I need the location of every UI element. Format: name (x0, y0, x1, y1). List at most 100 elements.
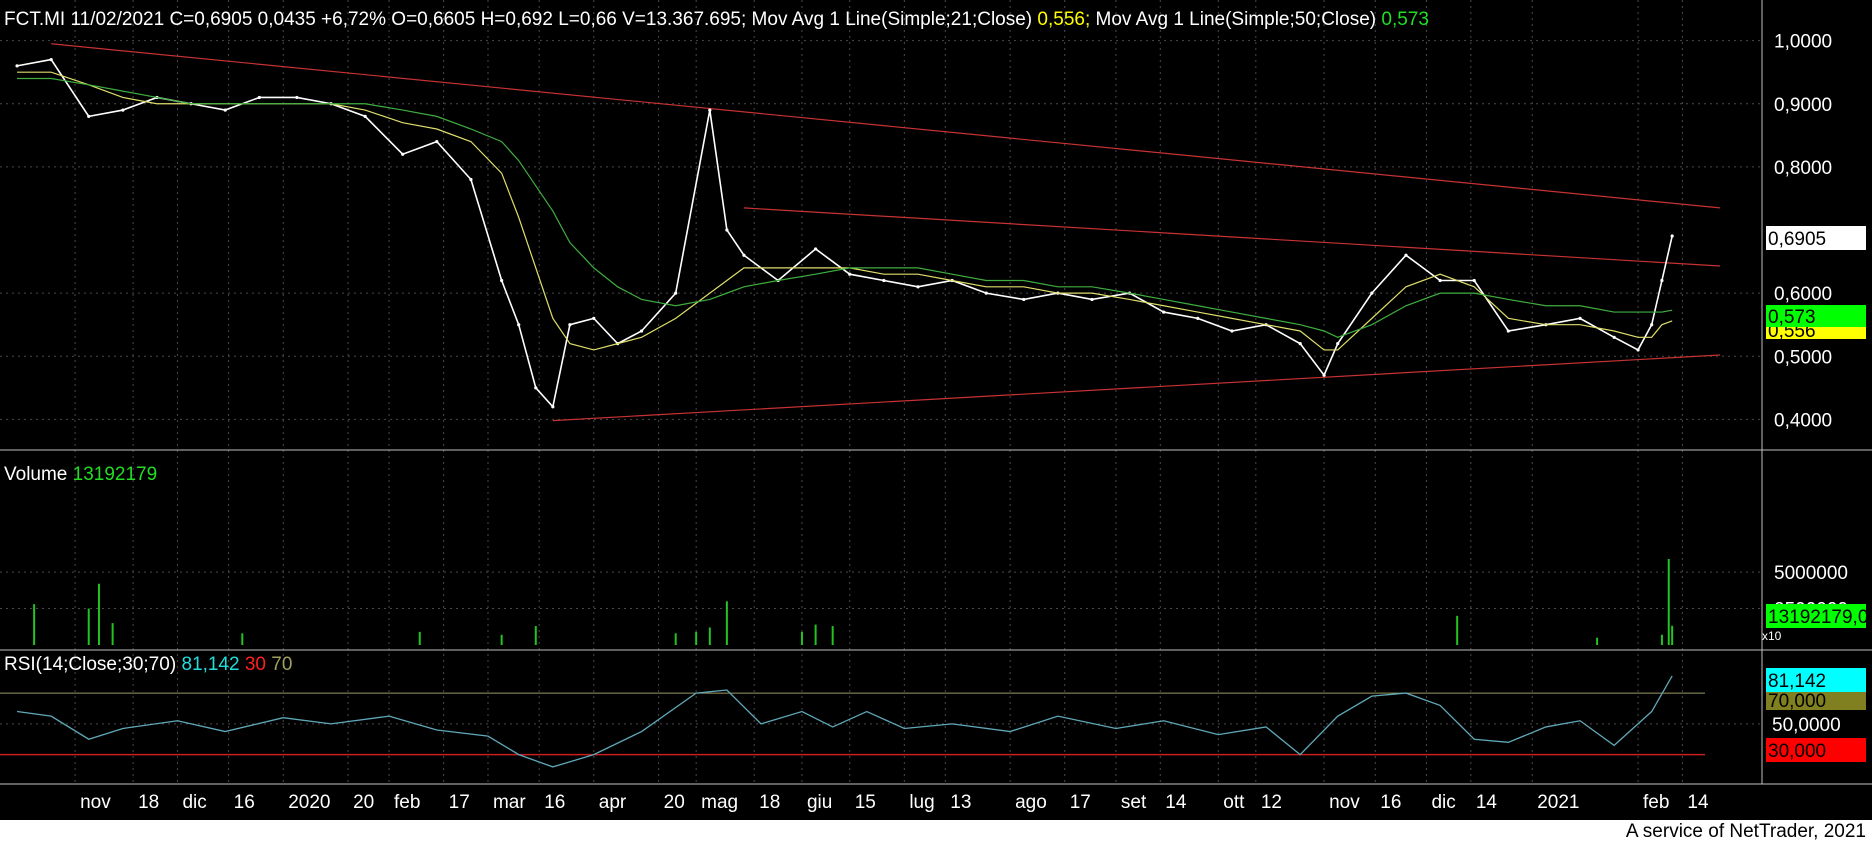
price-point (1230, 329, 1234, 333)
trendline (552, 354, 1720, 422)
badge-volume-text: 13192179,0 (1768, 607, 1868, 628)
price-tick-label: 0,4000 (1774, 410, 1832, 431)
time-tick-label: 13 (950, 792, 971, 813)
time-tick-label: set (1121, 792, 1147, 813)
price-point (1196, 316, 1200, 320)
price-header: FCT.MI 11/02/2021 C=0,6905 0,0435 +6,72%… (4, 9, 1429, 30)
time-tick-label: nov (1329, 792, 1360, 813)
price-point (1370, 291, 1374, 295)
time-tick-label: dic (182, 792, 206, 813)
price-point (674, 291, 678, 295)
price-tick-label: 0,5000 (1774, 347, 1832, 368)
badge-last-price-text: 0,6905 (1768, 229, 1826, 250)
price-point (568, 323, 572, 327)
price-point (639, 329, 644, 333)
time-tick-label: 16 (544, 792, 565, 813)
price-point (1636, 348, 1640, 352)
price-point (1022, 297, 1026, 302)
grid-lines (0, 0, 1762, 784)
badge-ma50: 0,573 (1766, 305, 1866, 328)
volume-label: Volume (4, 464, 67, 485)
price-point (984, 291, 988, 295)
trendlines (51, 43, 1720, 422)
price-point (1612, 335, 1616, 339)
price-point (121, 108, 125, 112)
badge-rsi50-text: 50,0000 (1772, 715, 1841, 736)
rsi-line (16, 675, 1673, 768)
ticker-summary: FCT.MI 11/02/2021 C=0,6905 0,0435 +6,72%… (4, 9, 746, 30)
price-point (1438, 278, 1442, 283)
time-tick-label: 16 (1380, 792, 1401, 813)
time-tick-label: lug (909, 792, 934, 813)
price-point (1322, 373, 1326, 377)
time-tick-label: 15 (855, 792, 876, 813)
time-tick-label: 17 (449, 792, 470, 813)
price-point (592, 316, 596, 320)
price-tick-label: 0,8000 (1774, 158, 1832, 179)
price-point (363, 114, 367, 118)
price-point (87, 114, 91, 118)
price-point (882, 278, 886, 283)
price-point (435, 140, 439, 144)
time-tick-label: 14 (1687, 792, 1709, 813)
price-point (742, 253, 746, 257)
ma50-legend-label: Mov Avg 1 Line(Simple;50;Close) (1090, 9, 1376, 30)
rsi-series (16, 675, 1673, 768)
time-tick-label: 12 (1261, 792, 1282, 813)
price-tick-label: 1,0000 (1774, 32, 1832, 53)
ma21-line (17, 71, 1673, 351)
price-point (401, 152, 405, 156)
volume-multiplier: x10 (1762, 629, 1782, 643)
price-series (15, 57, 1674, 409)
price-point (1670, 234, 1674, 238)
volume-header: Volume 13192179 (4, 464, 157, 485)
time-tick-label: feb (1643, 792, 1669, 813)
badge-volume: 13192179,0 x10 (1762, 604, 1868, 643)
rsi-header: RSI(14;Close;30;70) 81,142 30 70 (4, 654, 292, 675)
price-point (1650, 323, 1654, 327)
price-point (1336, 342, 1340, 346)
ma21-legend-value: 0,556; (1032, 9, 1090, 30)
time-tick-label: mar (493, 792, 526, 813)
time-tick-label: giu (807, 792, 832, 813)
rsi-value: 81,142 (181, 654, 239, 675)
price-point (551, 405, 555, 409)
rsi-high: 70 (271, 654, 292, 675)
price-tick-label: 0,6000 (1774, 284, 1832, 305)
price-point (708, 108, 712, 112)
trendline (51, 43, 1720, 209)
volume-bars (33, 558, 1674, 645)
price-point (1506, 329, 1510, 333)
price-tick-label: 0,9000 (1774, 95, 1832, 116)
volume-tick-label: 5000000 (1774, 563, 1848, 584)
axis-labels: 1,0000 0,9000 0,8000 0,6000 0,5000 0,4000 nov 1… (80, 32, 1848, 813)
price-point (1660, 278, 1664, 283)
time-tick-label: 18 (138, 792, 159, 813)
footer-bar (0, 820, 1872, 844)
price-point (1162, 310, 1166, 314)
price-point (1404, 253, 1408, 257)
price-point (517, 323, 521, 327)
badge-rsi30: 30,000 (1766, 738, 1866, 762)
price-point (49, 57, 53, 62)
rsi-label: RSI(14;Close;30;70) (4, 654, 176, 675)
time-tick-label: 20 (353, 792, 374, 813)
time-tick-label: nov (80, 792, 111, 813)
time-tick-label: 16 (234, 792, 255, 813)
time-tick-label: 18 (759, 792, 780, 813)
price-point (1578, 316, 1582, 320)
time-tick-label: 20 (664, 792, 685, 813)
badge-ma50-text: 0,573 (1768, 307, 1816, 328)
time-tick-label: 2021 (1537, 792, 1579, 813)
price-point (257, 95, 261, 100)
price-point (223, 108, 227, 112)
price-point (1090, 297, 1094, 302)
badge-rsi70: 70,000 (1766, 690, 1866, 712)
time-tick-label: 14 (1165, 792, 1187, 813)
time-tick-label: feb (394, 792, 420, 813)
time-tick-label: 14 (1476, 792, 1498, 813)
badge-rsi: 81,142 (1766, 668, 1866, 692)
badge-last-price: 0,6905 (1766, 226, 1866, 250)
badge-rsi50: 50,0000 (1772, 715, 1841, 736)
